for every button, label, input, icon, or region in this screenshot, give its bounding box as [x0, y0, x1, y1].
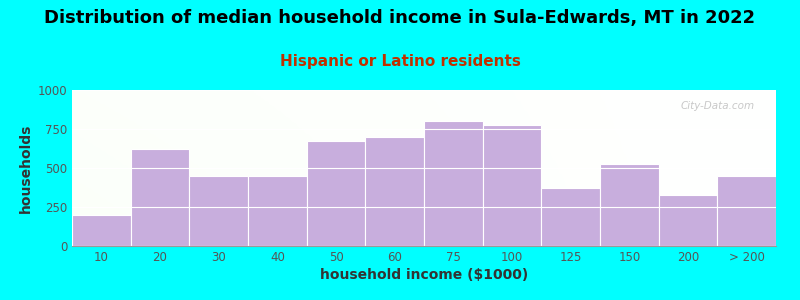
Text: Hispanic or Latino residents: Hispanic or Latino residents [279, 54, 521, 69]
X-axis label: household income ($1000): household income ($1000) [320, 268, 528, 282]
Bar [542, 188, 600, 246]
Bar [190, 176, 248, 246]
Text: City-Data.com: City-Data.com [681, 101, 755, 111]
Bar [600, 164, 658, 246]
Bar [248, 176, 306, 246]
Y-axis label: households: households [19, 123, 34, 213]
Bar [306, 142, 366, 246]
Bar [424, 121, 482, 246]
Bar [482, 125, 542, 246]
Bar [366, 137, 424, 246]
Bar [658, 195, 718, 246]
Text: Distribution of median household income in Sula-Edwards, MT in 2022: Distribution of median household income … [45, 9, 755, 27]
Bar [130, 148, 190, 246]
Bar [72, 215, 130, 246]
Bar [718, 176, 776, 246]
